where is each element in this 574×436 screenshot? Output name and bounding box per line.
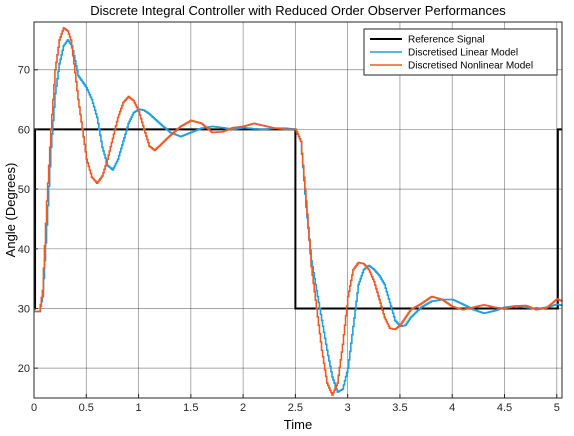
y-tick-label: 40 xyxy=(18,244,30,256)
x-tick-label: 1 xyxy=(135,402,141,414)
x-tick-label: 0.5 xyxy=(79,402,94,414)
series-line-discretised-nonlinear-model xyxy=(34,27,563,396)
y-tick-label: 20 xyxy=(18,363,30,375)
x-tick-label: 3.5 xyxy=(392,402,407,414)
x-tick-label: 2 xyxy=(240,402,246,414)
y-tick-label: 60 xyxy=(18,124,30,136)
y-tick-label: 30 xyxy=(18,303,30,315)
x-tick-label: 4.5 xyxy=(497,402,512,414)
x-tick-label: 5 xyxy=(554,402,560,414)
x-tick-label: 4 xyxy=(449,402,455,414)
x-axis-label: Time xyxy=(284,417,312,432)
y-tick-label: 70 xyxy=(18,65,30,77)
x-tick-label: 3 xyxy=(345,402,351,414)
x-tick-label: 2.5 xyxy=(288,402,303,414)
y-tick-label: 50 xyxy=(18,184,30,196)
legend: Reference Signal Discretised Linear Model… xyxy=(363,28,558,76)
chart-title: Discrete Integral Controller with Reduce… xyxy=(90,3,506,18)
series-layer xyxy=(34,27,563,396)
plot-area xyxy=(34,22,562,398)
legend-label: Discretised Linear Model xyxy=(408,48,518,59)
legend-box xyxy=(363,28,558,76)
x-tick-label: 0 xyxy=(31,402,37,414)
legend-label: Reference Signal xyxy=(408,35,485,46)
y-axis-label: Angle (Degrees) xyxy=(3,163,18,258)
x-tick-label: 1.5 xyxy=(183,402,198,414)
legend-label: Discretised Nonlinear Model xyxy=(408,61,533,72)
series-line-reference-signal xyxy=(34,128,562,310)
plot-frame xyxy=(33,21,563,399)
ticks: 0 0.5 1 1.5 2 2.5 3 3.5 4 4.5 5 20 30 40 50 60 70 xyxy=(18,65,560,414)
